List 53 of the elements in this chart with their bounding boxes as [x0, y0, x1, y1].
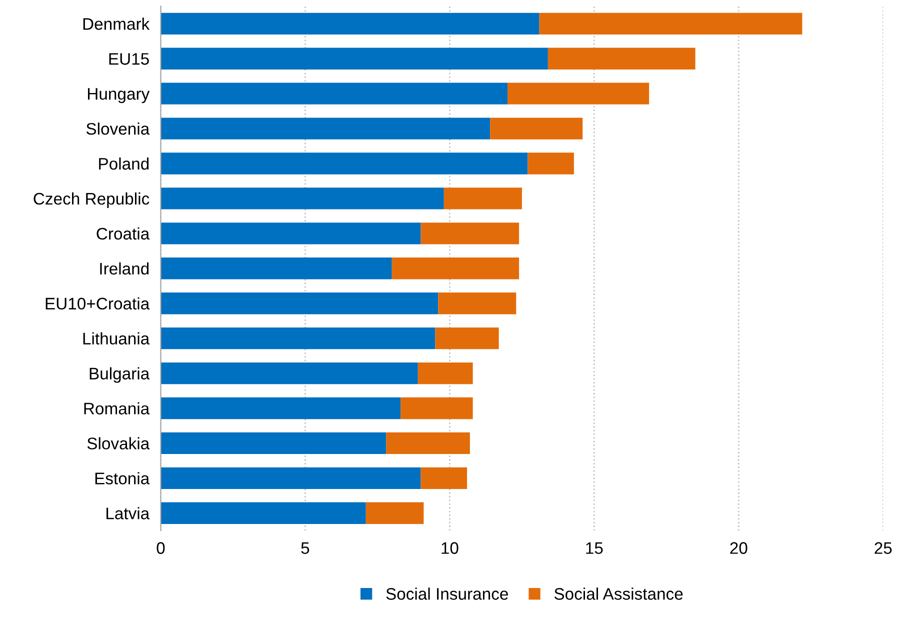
bar — [444, 188, 522, 210]
legend-label: Social Assistance — [554, 588, 683, 600]
x-tick-label: 25 — [874, 542, 892, 554]
y-tick-label: EU15 — [109, 53, 149, 65]
x-tick-label: 15 — [586, 542, 603, 554]
x-tick-label: 5 — [301, 542, 310, 554]
bar — [435, 327, 499, 350]
bar — [160, 502, 366, 524]
x-tick-label: 0 — [156, 542, 165, 554]
bar — [418, 362, 473, 384]
y-tick-label: Latvia — [106, 507, 150, 520]
bar — [539, 12, 802, 34]
y-tick-label: Denmark — [83, 18, 150, 30]
y-tick-label: Slovenia — [86, 122, 150, 135]
y-tick-label: Slovakia — [87, 437, 150, 450]
bar — [160, 397, 401, 420]
bar — [160, 327, 436, 350]
y-tick-label: Hungary — [88, 88, 150, 104]
bar — [160, 222, 421, 244]
y-tick-label: Romania — [84, 402, 150, 414]
y-tick-label: EU10+Croatia — [46, 297, 150, 310]
bar — [160, 82, 508, 104]
bar — [548, 48, 696, 70]
y-tick-label: Lithuania — [83, 332, 150, 345]
y-tick-label: Croatia — [96, 227, 150, 240]
y-tick-label: Czech Republic — [34, 192, 150, 208]
legend-label: Social Insurance — [386, 588, 508, 600]
bar — [160, 188, 444, 210]
bar — [160, 152, 528, 174]
bar — [507, 82, 650, 104]
bar — [366, 502, 424, 524]
bar — [160, 432, 386, 454]
bar — [400, 397, 473, 420]
bar — [392, 258, 520, 280]
bar — [160, 362, 418, 384]
bar — [160, 118, 490, 140]
bar — [420, 467, 468, 490]
bar — [160, 467, 421, 490]
bar — [160, 292, 438, 314]
bar — [528, 152, 574, 174]
bar — [420, 222, 520, 244]
bar — [160, 12, 540, 34]
y-tick-label: Estonia — [95, 472, 150, 484]
bar — [160, 48, 548, 70]
bar — [386, 432, 470, 454]
y-tick-label: Bulgaria — [90, 367, 150, 383]
x-tick-label: 20 — [730, 542, 748, 554]
bar — [490, 118, 583, 140]
y-tick-label: Ireland — [100, 262, 149, 275]
bar — [160, 258, 392, 280]
bar — [438, 292, 516, 314]
y-tick-label: Poland — [99, 157, 149, 170]
x-tick-label: 10 — [442, 542, 458, 554]
